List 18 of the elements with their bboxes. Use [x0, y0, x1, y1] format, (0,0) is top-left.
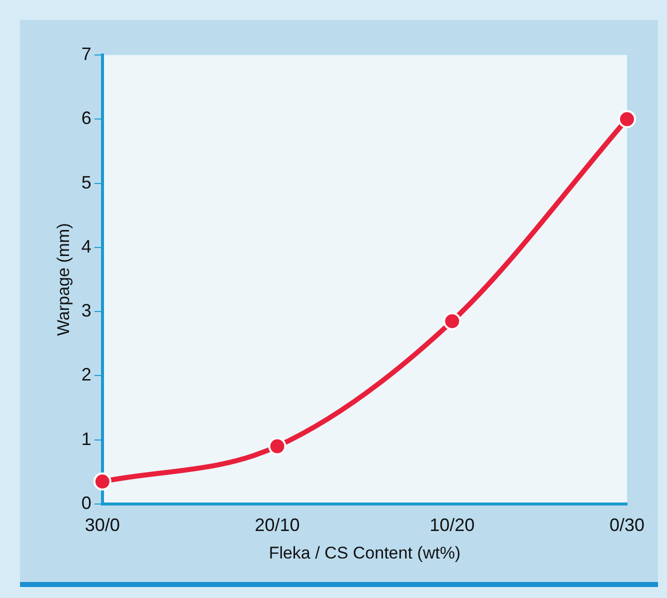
point [93, 472, 112, 491]
x-axis-title: Fleka / CS Content (wt%) [268, 543, 461, 562]
y-tick-label: 2 [81, 364, 92, 385]
y-tick-label: 3 [81, 300, 92, 321]
point [268, 437, 286, 456]
y-tick-label: 6 [81, 108, 92, 128]
y-tick-label: 7 [81, 44, 92, 64]
x-tick-label: 20/10 [254, 514, 300, 535]
x-tick-label: 0/30 [609, 514, 645, 535]
point [618, 110, 636, 128]
y-axis-title: Warpage (mm) [54, 223, 73, 336]
y-tick-label: 0 [81, 492, 92, 513]
x-tick-label: 30/0 [84, 514, 120, 535]
point [443, 312, 462, 330]
y-tick-label: 5 [81, 172, 92, 192]
y-tick-label: 4 [81, 236, 92, 256]
y-tick-label: 1 [81, 428, 92, 449]
x-tick-label: 10/20 [430, 514, 475, 535]
